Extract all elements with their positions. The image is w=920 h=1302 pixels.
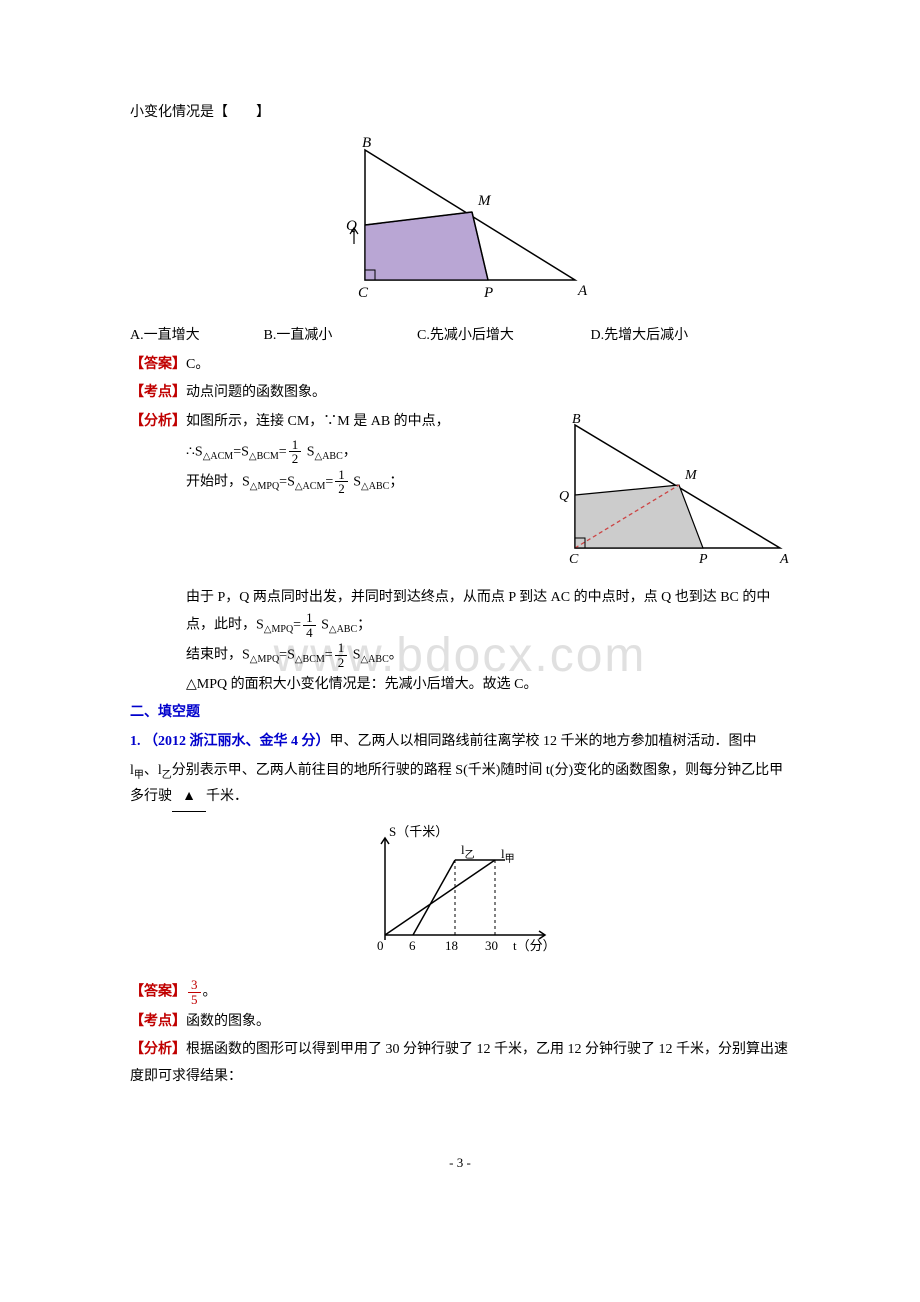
- figure-1: B M Q C P A: [130, 135, 790, 316]
- option-d: D.先增大后减小: [591, 323, 689, 350]
- option-b: B.一直减小: [264, 323, 414, 350]
- page-content: 小变化情况是【 】 B M Q C P A A.一直增大 B.一直减小 C.先减…: [130, 100, 790, 1175]
- graph-figure: S（千米） l乙 l甲 0 6 18 30 t（分）: [130, 820, 790, 971]
- options-row: A.一直增大 B.一直减小 C.先减小后增大 D.先增大后减小: [130, 323, 790, 350]
- option-c: C.先减小后增大: [417, 323, 587, 350]
- q1-kaodian-label: 【考点】: [130, 1014, 186, 1029]
- fenxi-line5: 结束时，S△MPQ=S△BCM=12 S△ABC。: [130, 641, 790, 669]
- label2-q: Q: [559, 489, 569, 504]
- label-p: P: [483, 285, 493, 301]
- q1-kaodian-text: 函数的图象。: [186, 1014, 270, 1029]
- q1-num: 1.: [130, 734, 144, 749]
- fenxi-line4: 由于 P，Q 两点同时出发，并同时到达终点，从而点 P 到达 AC 的中点时，点…: [130, 585, 790, 640]
- q1-answer-label: 【答案】: [130, 985, 186, 1000]
- blank-fill: ▲: [172, 784, 206, 812]
- kaodian-text: 动点问题的函数图象。: [186, 385, 326, 400]
- q1-fenxi-text: 根据函数的图形可以得到甲用了 30 分钟行驶了 12 千米，乙用 12 分钟行驶…: [130, 1042, 788, 1084]
- graph-xlabel: t（分）: [513, 938, 556, 953]
- graph-x2: 18: [445, 938, 458, 953]
- label-m: M: [477, 193, 492, 209]
- q1-fenxi: 【分析】根据函数的图形可以得到甲用了 30 分钟行驶了 12 千米，乙用 12 …: [130, 1037, 790, 1090]
- graph-ljia: l甲: [501, 846, 515, 865]
- label2-m: M: [684, 468, 698, 483]
- q1-answer: 【答案】35。: [130, 978, 790, 1006]
- kaodian-line: 【考点】动点问题的函数图象。: [130, 380, 790, 407]
- graph-ylabel: S（千米）: [389, 824, 448, 839]
- fenxi-conclude: △MPQ 的面积大小变化情况是：先减小后增大。故选 C。: [130, 672, 790, 699]
- label-a: A: [577, 283, 588, 299]
- graph-x3: 30: [485, 938, 498, 953]
- q1-fenxi-label: 【分析】: [130, 1042, 186, 1057]
- q1-kaodian: 【考点】函数的图象。: [130, 1009, 790, 1036]
- label-b: B: [362, 135, 371, 151]
- q1-body1: 甲、乙两人以相同路线前往离学校 12 千米的地方参加植树活动．图中: [330, 734, 757, 749]
- graph-x1: 6: [409, 938, 416, 953]
- label2-p: P: [698, 552, 708, 567]
- q1-line2: l甲、l乙分别表示甲、乙两人前往目的地所行驶的路程 S(千米)随时间 t(分)变…: [130, 758, 790, 812]
- figure-2: B M Q C P A: [555, 413, 790, 579]
- label-c: C: [358, 285, 369, 301]
- label-q: Q: [346, 218, 357, 234]
- label2-a: A: [779, 552, 789, 567]
- fenxi-text1: 如图所示，连接 CM，∵M 是 AB 的中点，: [186, 414, 450, 429]
- option-a: A.一直增大: [130, 323, 260, 350]
- label2-c: C: [569, 552, 579, 567]
- section-2-title: 二、填空题: [130, 700, 790, 727]
- answer-label: 【答案】: [130, 357, 186, 372]
- answer-text: C。: [186, 357, 209, 372]
- q1-source: （2012 浙江丽水、金华 4 分）: [144, 734, 330, 749]
- fenxi-label: 【分析】: [130, 414, 186, 429]
- graph-lyi: l乙: [461, 842, 475, 861]
- label2-b: B: [572, 413, 581, 427]
- answer-line: 【答案】C。: [130, 352, 790, 379]
- q1-line1: 1. （2012 浙江丽水、金华 4 分）甲、乙两人以相同路线前往离学校 12 …: [130, 729, 790, 756]
- kaodian-label: 【考点】: [130, 385, 186, 400]
- page-number: - 3 -: [130, 1151, 790, 1176]
- graph-zero: 0: [377, 938, 384, 953]
- question-intro: 小变化情况是【 】: [130, 100, 790, 127]
